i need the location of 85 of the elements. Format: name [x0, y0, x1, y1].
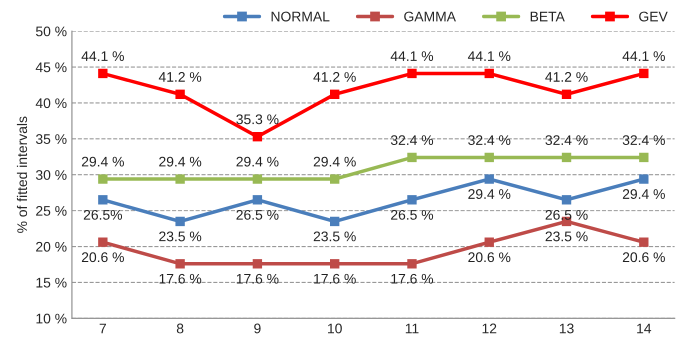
- point: [252, 174, 262, 184]
- point: [639, 68, 648, 78]
- y-tick-label: 30 %: [36, 170, 67, 180]
- data-label: 23.5 %: [314, 231, 356, 242]
- data-label: 32.4 %: [390, 135, 434, 146]
- data-label: 17.6 %: [160, 274, 202, 284]
- y-tick-label: 40 %: [36, 98, 67, 108]
- data-label: 32.4 %: [468, 135, 510, 146]
- x-tick-label: 12: [482, 324, 496, 334]
- point: [252, 132, 262, 142]
- point: [639, 238, 648, 247]
- data-label: 32.4 %: [545, 135, 588, 146]
- data-label: 29.4 %: [236, 156, 279, 167]
- data-label: 26.5 %: [391, 210, 434, 220]
- point: [98, 195, 108, 205]
- point: [98, 174, 108, 184]
- data-label: 44.1 %: [468, 51, 510, 61]
- point: [175, 90, 185, 100]
- point: [98, 68, 108, 78]
- point: [484, 152, 494, 162]
- data-label: 29.4 %: [622, 189, 665, 199]
- point: [175, 259, 185, 268]
- data-label: 17.6 %: [391, 274, 434, 284]
- point: [484, 174, 494, 184]
- point: [484, 238, 494, 247]
- point: [330, 174, 340, 184]
- x-tick-label: 11: [406, 324, 418, 334]
- point: [98, 238, 108, 247]
- data-label: 23.5 %: [546, 231, 588, 242]
- x-tick-label: 14: [637, 324, 652, 334]
- y-axis-title: % of fitted intervals: [16, 116, 28, 233]
- data-label: 44.1 %: [390, 51, 434, 61]
- point: [562, 152, 572, 162]
- y-tick-label: 25 %: [36, 206, 67, 216]
- point: [407, 152, 417, 162]
- data-label: 29.4 %: [82, 156, 124, 167]
- data-label: 29.4 %: [159, 156, 202, 167]
- point: [175, 174, 185, 184]
- y-tick-label: 50 %: [36, 26, 67, 36]
- legend-label: GEV: [639, 12, 668, 22]
- point: [330, 90, 340, 100]
- x-tick-label: 9: [254, 324, 261, 334]
- data-label: 17.6 %: [236, 274, 279, 284]
- point: [407, 195, 417, 205]
- point: [175, 216, 185, 226]
- data-label: 26.5%: [84, 210, 122, 220]
- point: [407, 68, 417, 78]
- point: [639, 152, 648, 162]
- y-tick-label: 20 %: [36, 242, 67, 252]
- data-label: 20.6 %: [468, 252, 510, 262]
- legend-label: NORMAL: [272, 12, 330, 22]
- data-label: 23.5 %: [159, 231, 202, 242]
- data-label: 20.6 %: [622, 252, 665, 262]
- data-label: 41.2 %: [313, 72, 356, 82]
- legend-label: BETA: [530, 12, 565, 22]
- data-label: 44.1 %: [82, 51, 124, 61]
- data-label: 35.3 %: [236, 114, 279, 124]
- data-label: 20.6 %: [82, 252, 124, 262]
- y-tick-label: 35 %: [36, 134, 67, 144]
- data-label: 26.5 %: [546, 210, 588, 220]
- point: [252, 259, 262, 268]
- x-tick-label: 8: [176, 324, 184, 334]
- data-label: 32.4 %: [622, 135, 665, 146]
- data-label: 26.5 %: [236, 210, 279, 220]
- point: [407, 259, 417, 268]
- point: [562, 90, 572, 100]
- point: [252, 195, 262, 205]
- y-tick-label: 45 %: [36, 62, 67, 72]
- data-label: 41.2 %: [545, 72, 588, 82]
- data-label: 29.4 %: [468, 189, 510, 199]
- data-label: 17.6 %: [314, 274, 356, 284]
- x-tick-label: 10: [328, 324, 342, 334]
- y-tick-label: 10 %: [36, 314, 67, 324]
- x-tick-label: 13: [560, 324, 574, 334]
- point: [639, 174, 648, 184]
- point: [484, 68, 494, 78]
- x-tick-label: 7: [100, 324, 106, 334]
- legend-label: GAMMA: [404, 12, 456, 22]
- y-tick-label: 15 %: [36, 278, 67, 288]
- point: [330, 216, 340, 226]
- data-label: 41.2 %: [158, 72, 202, 82]
- data-label: 29.4 %: [314, 156, 356, 167]
- data-label: 44.1 %: [622, 51, 665, 61]
- point: [562, 195, 572, 205]
- point: [330, 259, 340, 268]
